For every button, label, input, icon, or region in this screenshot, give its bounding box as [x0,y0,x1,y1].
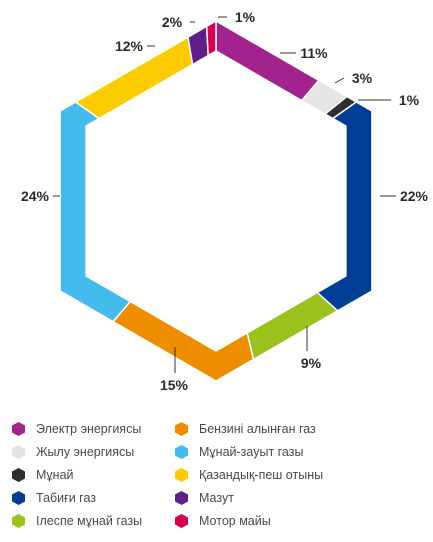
hexagon-swatch-icon [12,491,25,505]
legend-label: Ілеспе мұнай газы [36,514,143,528]
chart-legend: Электр энергиясы Бензині алынған газ Жылу … [12,420,422,530]
legend-label: Мұнай [36,468,74,482]
slice-6 [112,300,255,382]
value-label-5: 9% [301,355,322,371]
legend-item-4: Табиғи газ [12,489,175,507]
hexagon-swatch-icon [175,514,188,528]
value-label-10: 1% [235,9,256,25]
legend-item-8: Қазандық-пеш отыны [175,466,375,484]
hexagon-swatch-icon [12,514,25,528]
legend-item-2: Жылу энергиясы [12,443,175,461]
hexagon-swatch-icon [12,468,25,482]
value-label-8: 12% [115,38,144,54]
legend-label: Қазандық-пеш отыны [199,468,324,482]
value-label-3: 1% [399,92,420,108]
slice-9 [187,25,209,66]
value-label-7: 24% [21,188,50,204]
slice-7 [59,101,132,323]
legend-item-6: Бензині алынған газ [175,420,375,438]
slice-10 [205,20,217,57]
legend-item-5: Ілеспе мұнай газы [12,512,175,530]
legend-label: Бензині алынған газ [199,422,316,436]
value-label-9: 2% [162,14,183,30]
legend-label: Мотор майы [199,514,271,528]
hexagon-swatch-icon [12,422,25,436]
legend-label: Мазут [199,491,234,505]
slice-4 [316,101,373,312]
slice-5 [246,291,339,361]
legend-label: Мұнай-зауыт газы [199,445,304,459]
value-label-4: 22% [400,188,429,204]
legend-item-7: Мұнай-зауыт газы [175,443,375,461]
leader-line-2 [334,77,345,84]
hexagon-swatch-icon [12,445,25,459]
value-label-1: 11% [300,45,328,61]
legend-item-1: Электр энергиясы [12,420,175,438]
value-label-2: 3% [352,70,373,86]
legend-label: Табиғи газ [36,491,97,505]
hexagon-swatch-icon [175,422,188,436]
hexagon-swatch-icon [175,491,188,505]
legend-item-3: Мұнай [12,466,175,484]
legend-item-10: Мотор майы [175,512,375,530]
hexagon-donut-chart: 11% 3% 1% 22% 9% 15% 24% 12% 2% 1% [21,9,429,393]
legend-label: Электр энергиясы [36,422,142,436]
hexagon-swatch-icon [175,445,188,459]
hexagon-swatch-icon [175,468,188,482]
value-label-6: 15% [160,377,189,393]
legend-item-9: Мазут [175,489,375,507]
legend-label: Жылу энергиясы [36,445,135,459]
